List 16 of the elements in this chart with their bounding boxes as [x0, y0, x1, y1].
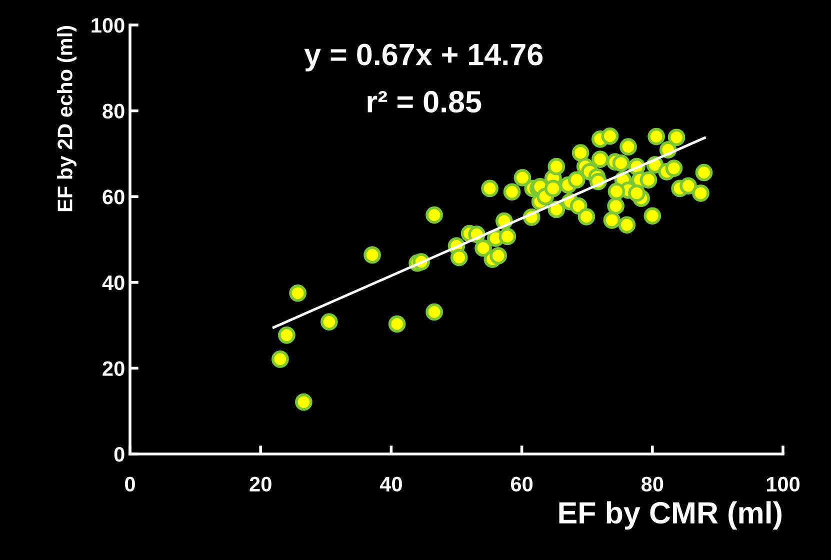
x-tick-label: 0 [125, 476, 135, 492]
x-tick-label: 80 [641, 476, 664, 492]
x-tick-label: 40 [380, 476, 402, 492]
annotation: y = 0.67x + 14.76 [304, 44, 543, 72]
x-tick-label: 20 [250, 476, 272, 492]
x-axis-title: EF by CMR (ml) [559, 501, 782, 530]
y-tick-label: 100 [92, 18, 124, 33]
y-tick-label: 0 [114, 447, 124, 462]
y-tick-label: 20 [102, 361, 124, 376]
y-axis-title: EF by 2D echo (ml) [57, 26, 76, 212]
y-tick-label: 40 [102, 275, 124, 290]
x-tick-label: 60 [510, 476, 533, 492]
annotation: r² = 0.85 [368, 90, 482, 113]
y-tick-label: 80 [102, 104, 124, 119]
x-tick-label: 100 [766, 476, 800, 492]
y-tick-label: 60 [102, 190, 124, 204]
